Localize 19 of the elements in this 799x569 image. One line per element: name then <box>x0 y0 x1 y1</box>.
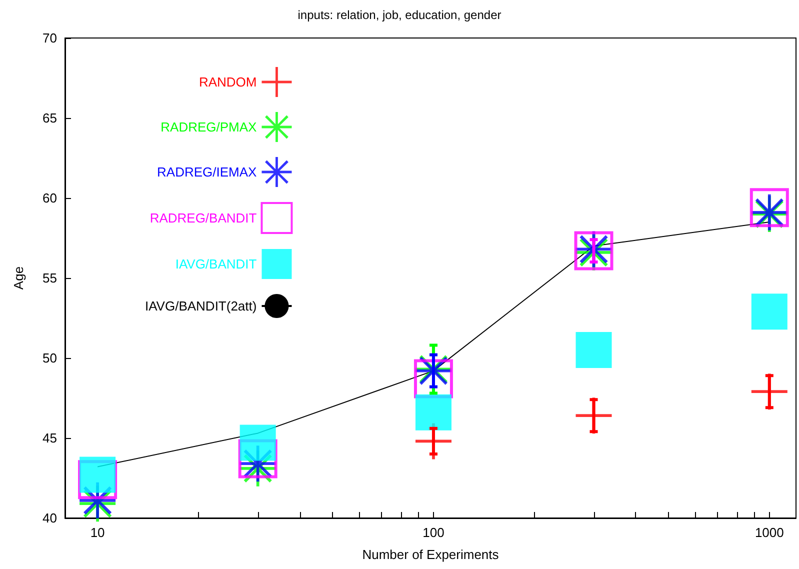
y-tick-label: 40 <box>42 510 57 526</box>
x-tick-label: 100 <box>422 525 444 540</box>
y-tick-label: 60 <box>42 190 57 206</box>
y-tick-label: 50 <box>42 350 57 366</box>
y-axis-title: Age <box>11 266 26 290</box>
legend-label: RADREG/IEMAX <box>157 164 258 180</box>
legend-label: IAVG/BANDIT <box>175 256 257 272</box>
chart-title: inputs: relation, job, education, gender <box>298 8 502 22</box>
x-axis-title: Number of Experiments <box>362 547 500 562</box>
y-tick-label: 65 <box>42 110 57 126</box>
y-tick-label: 55 <box>42 270 57 286</box>
legend-label: RADREG/PMAX <box>160 120 258 134</box>
x-tick-label: 1000 <box>754 525 784 540</box>
y-tick-label: 45 <box>42 430 57 446</box>
y-tick-label: 70 <box>42 30 57 46</box>
legend-label: RADREG/BANDIT <box>150 210 257 226</box>
legend-label: IAVG/BANDIT(2att) <box>144 298 257 314</box>
legend-label: RANDOM <box>198 74 257 90</box>
x-tick-label: 10 <box>90 525 105 540</box>
